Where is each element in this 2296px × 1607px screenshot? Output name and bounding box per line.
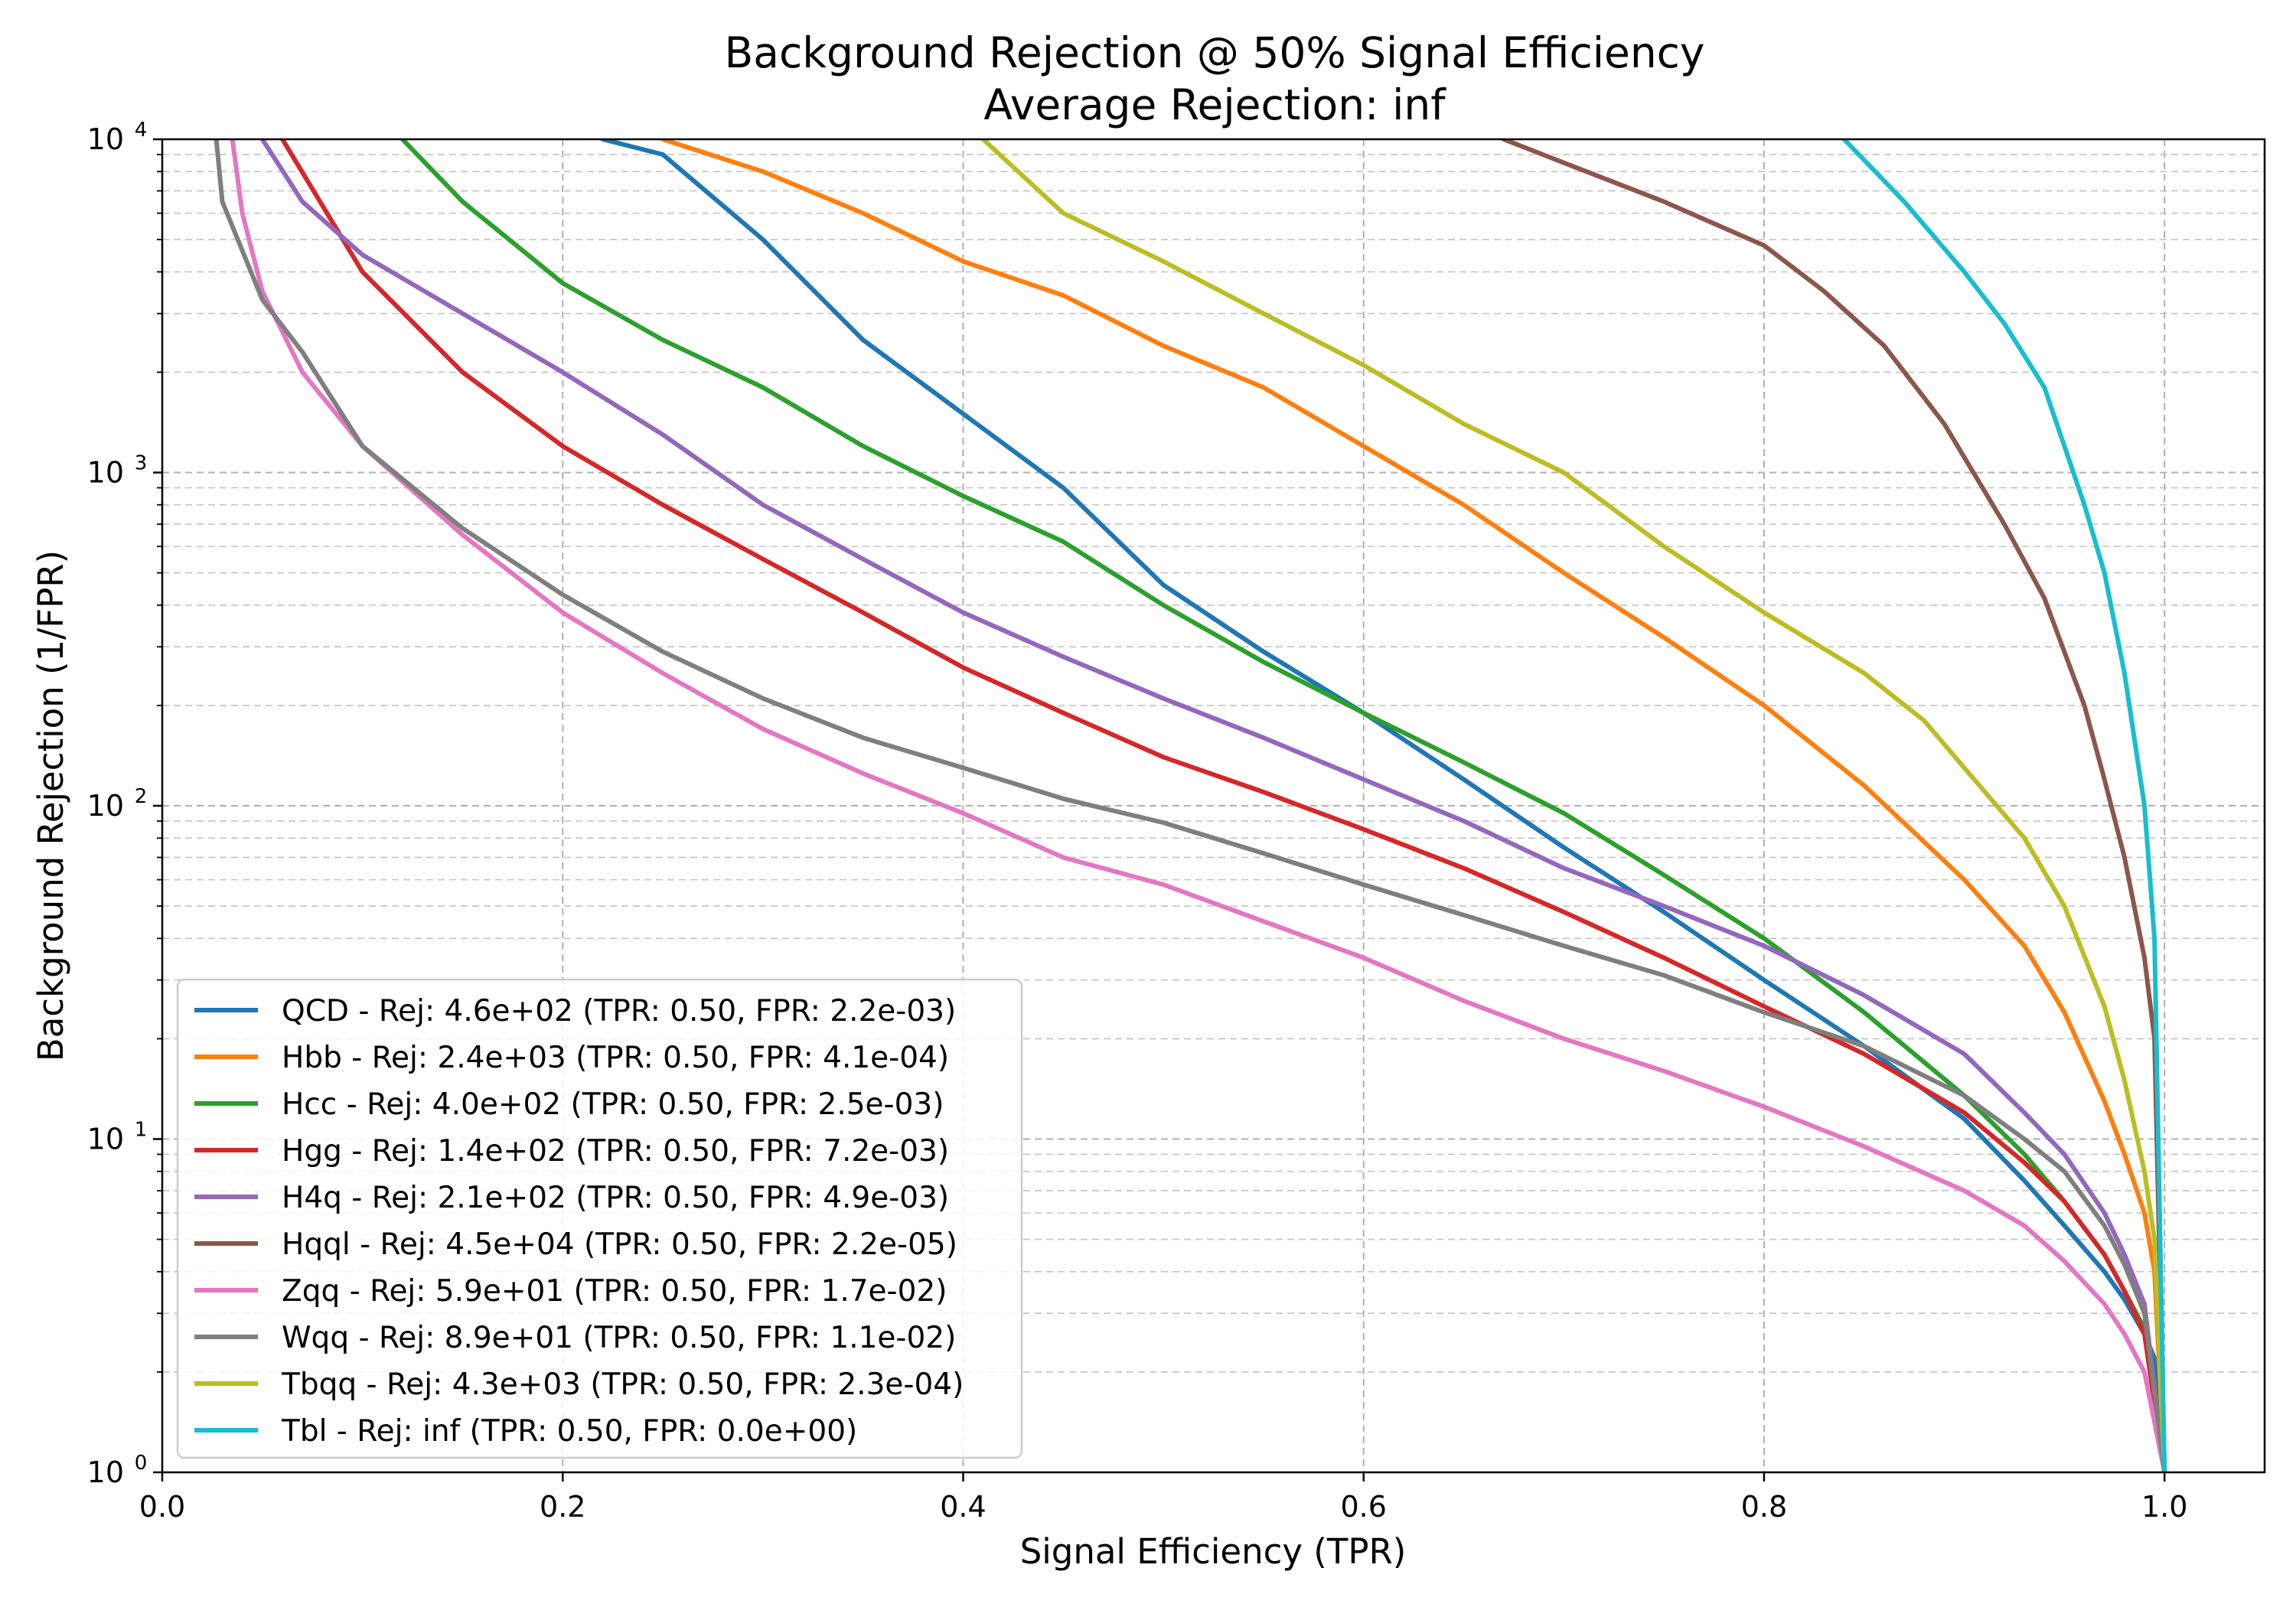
series-line-hqql bbox=[1501, 139, 2167, 1472]
x-tick-label: 1.0 bbox=[2141, 1490, 2187, 1524]
axis-ticks: 0.0 0.2 0.4 0.6 0.8 1.0 10 0 10 1 10 2 10 3 10 4 bbox=[87, 119, 2188, 1524]
legend-label-tbl: Tbl - Rej: inf (TPR: 0.50, FPR: 0.0e+00) bbox=[281, 1414, 857, 1449]
series-line-h4q bbox=[259, 139, 2167, 1472]
series-line-tbl bbox=[1841, 139, 2167, 1472]
legend-label-hcc: Hcc - Rej: 4.0e+02 (TPR: 0.50, FPR: 2.5e… bbox=[282, 1087, 944, 1122]
legend-label-qcd: QCD - Rej: 4.6e+02 (TPR: 0.50, FPR: 2.2e… bbox=[282, 994, 956, 1028]
series-line-wqq bbox=[214, 139, 2167, 1472]
legend-label-wqq: Wqq - Rej: 8.9e+01 (TPR: 0.50, FPR: 1.1e… bbox=[282, 1321, 956, 1355]
x-tick-label: 0.6 bbox=[1340, 1490, 1386, 1524]
y-tick-exponent: 0 bbox=[135, 1452, 148, 1475]
y-tick-label: 10 bbox=[87, 1123, 124, 1156]
series-lines bbox=[214, 139, 2167, 1472]
y-tick-exponent: 4 bbox=[135, 119, 148, 142]
x-axis-label: Signal Efficiency (TPR) bbox=[1020, 1531, 1407, 1572]
y-tick-label: 10 bbox=[87, 456, 124, 490]
y-tick-label: 10 bbox=[87, 789, 124, 823]
chart-title: Background Rejection @ 50% Signal Effici… bbox=[725, 28, 1705, 77]
legend-label-hqql: Hqql - Rej: 4.5e+04 (TPR: 0.50, FPR: 2.2… bbox=[282, 1227, 957, 1262]
x-tick-label: 0.8 bbox=[1741, 1490, 1787, 1524]
legend-label-h4q: H4q - Rej: 2.1e+02 (TPR: 0.50, FPR: 4.9e… bbox=[282, 1181, 949, 1215]
legend-label-hbb: Hbb - Rej: 2.4e+03 (TPR: 0.50, FPR: 4.1e… bbox=[282, 1041, 949, 1075]
y-tick-label: 10 bbox=[87, 122, 124, 156]
y-tick-exponent: 3 bbox=[135, 452, 148, 475]
y-axis-label: Background Rejection (1/FPR) bbox=[31, 550, 71, 1061]
legend-label-hgg: Hgg - Rej: 1.4e+02 (TPR: 0.50, FPR: 7.2e… bbox=[282, 1134, 949, 1169]
x-tick-label: 0.4 bbox=[940, 1490, 986, 1524]
legend-box bbox=[176, 978, 1023, 1459]
series-line-hbb bbox=[660, 139, 2167, 1472]
legend-items: QCD - Rej: 4.6e+02 (TPR: 0.50, FPR: 2.2e… bbox=[194, 994, 964, 1449]
legend-label-tbqq: Tbqq - Rej: 4.3e+03 (TPR: 0.50, FPR: 2.3… bbox=[281, 1367, 964, 1402]
series-line-tbqq bbox=[980, 139, 2167, 1472]
y-tick-exponent: 2 bbox=[135, 785, 148, 808]
series-line-hgg bbox=[280, 139, 2167, 1472]
x-tick-label: 0.0 bbox=[139, 1490, 185, 1524]
legend-label-zqq: Zqq - Rej: 5.9e+01 (TPR: 0.50, FPR: 1.7e… bbox=[282, 1274, 947, 1309]
series-line-qcd bbox=[600, 139, 2167, 1472]
legend: QCD - Rej: 4.6e+02 (TPR: 0.50, FPR: 2.2e… bbox=[176, 978, 1023, 1459]
y-tick-label: 10 bbox=[87, 1455, 124, 1489]
x-tick-label: 0.2 bbox=[540, 1490, 585, 1524]
y-tick-exponent: 1 bbox=[135, 1119, 148, 1142]
chart-subtitle: Average Rejection: inf bbox=[983, 80, 1446, 129]
